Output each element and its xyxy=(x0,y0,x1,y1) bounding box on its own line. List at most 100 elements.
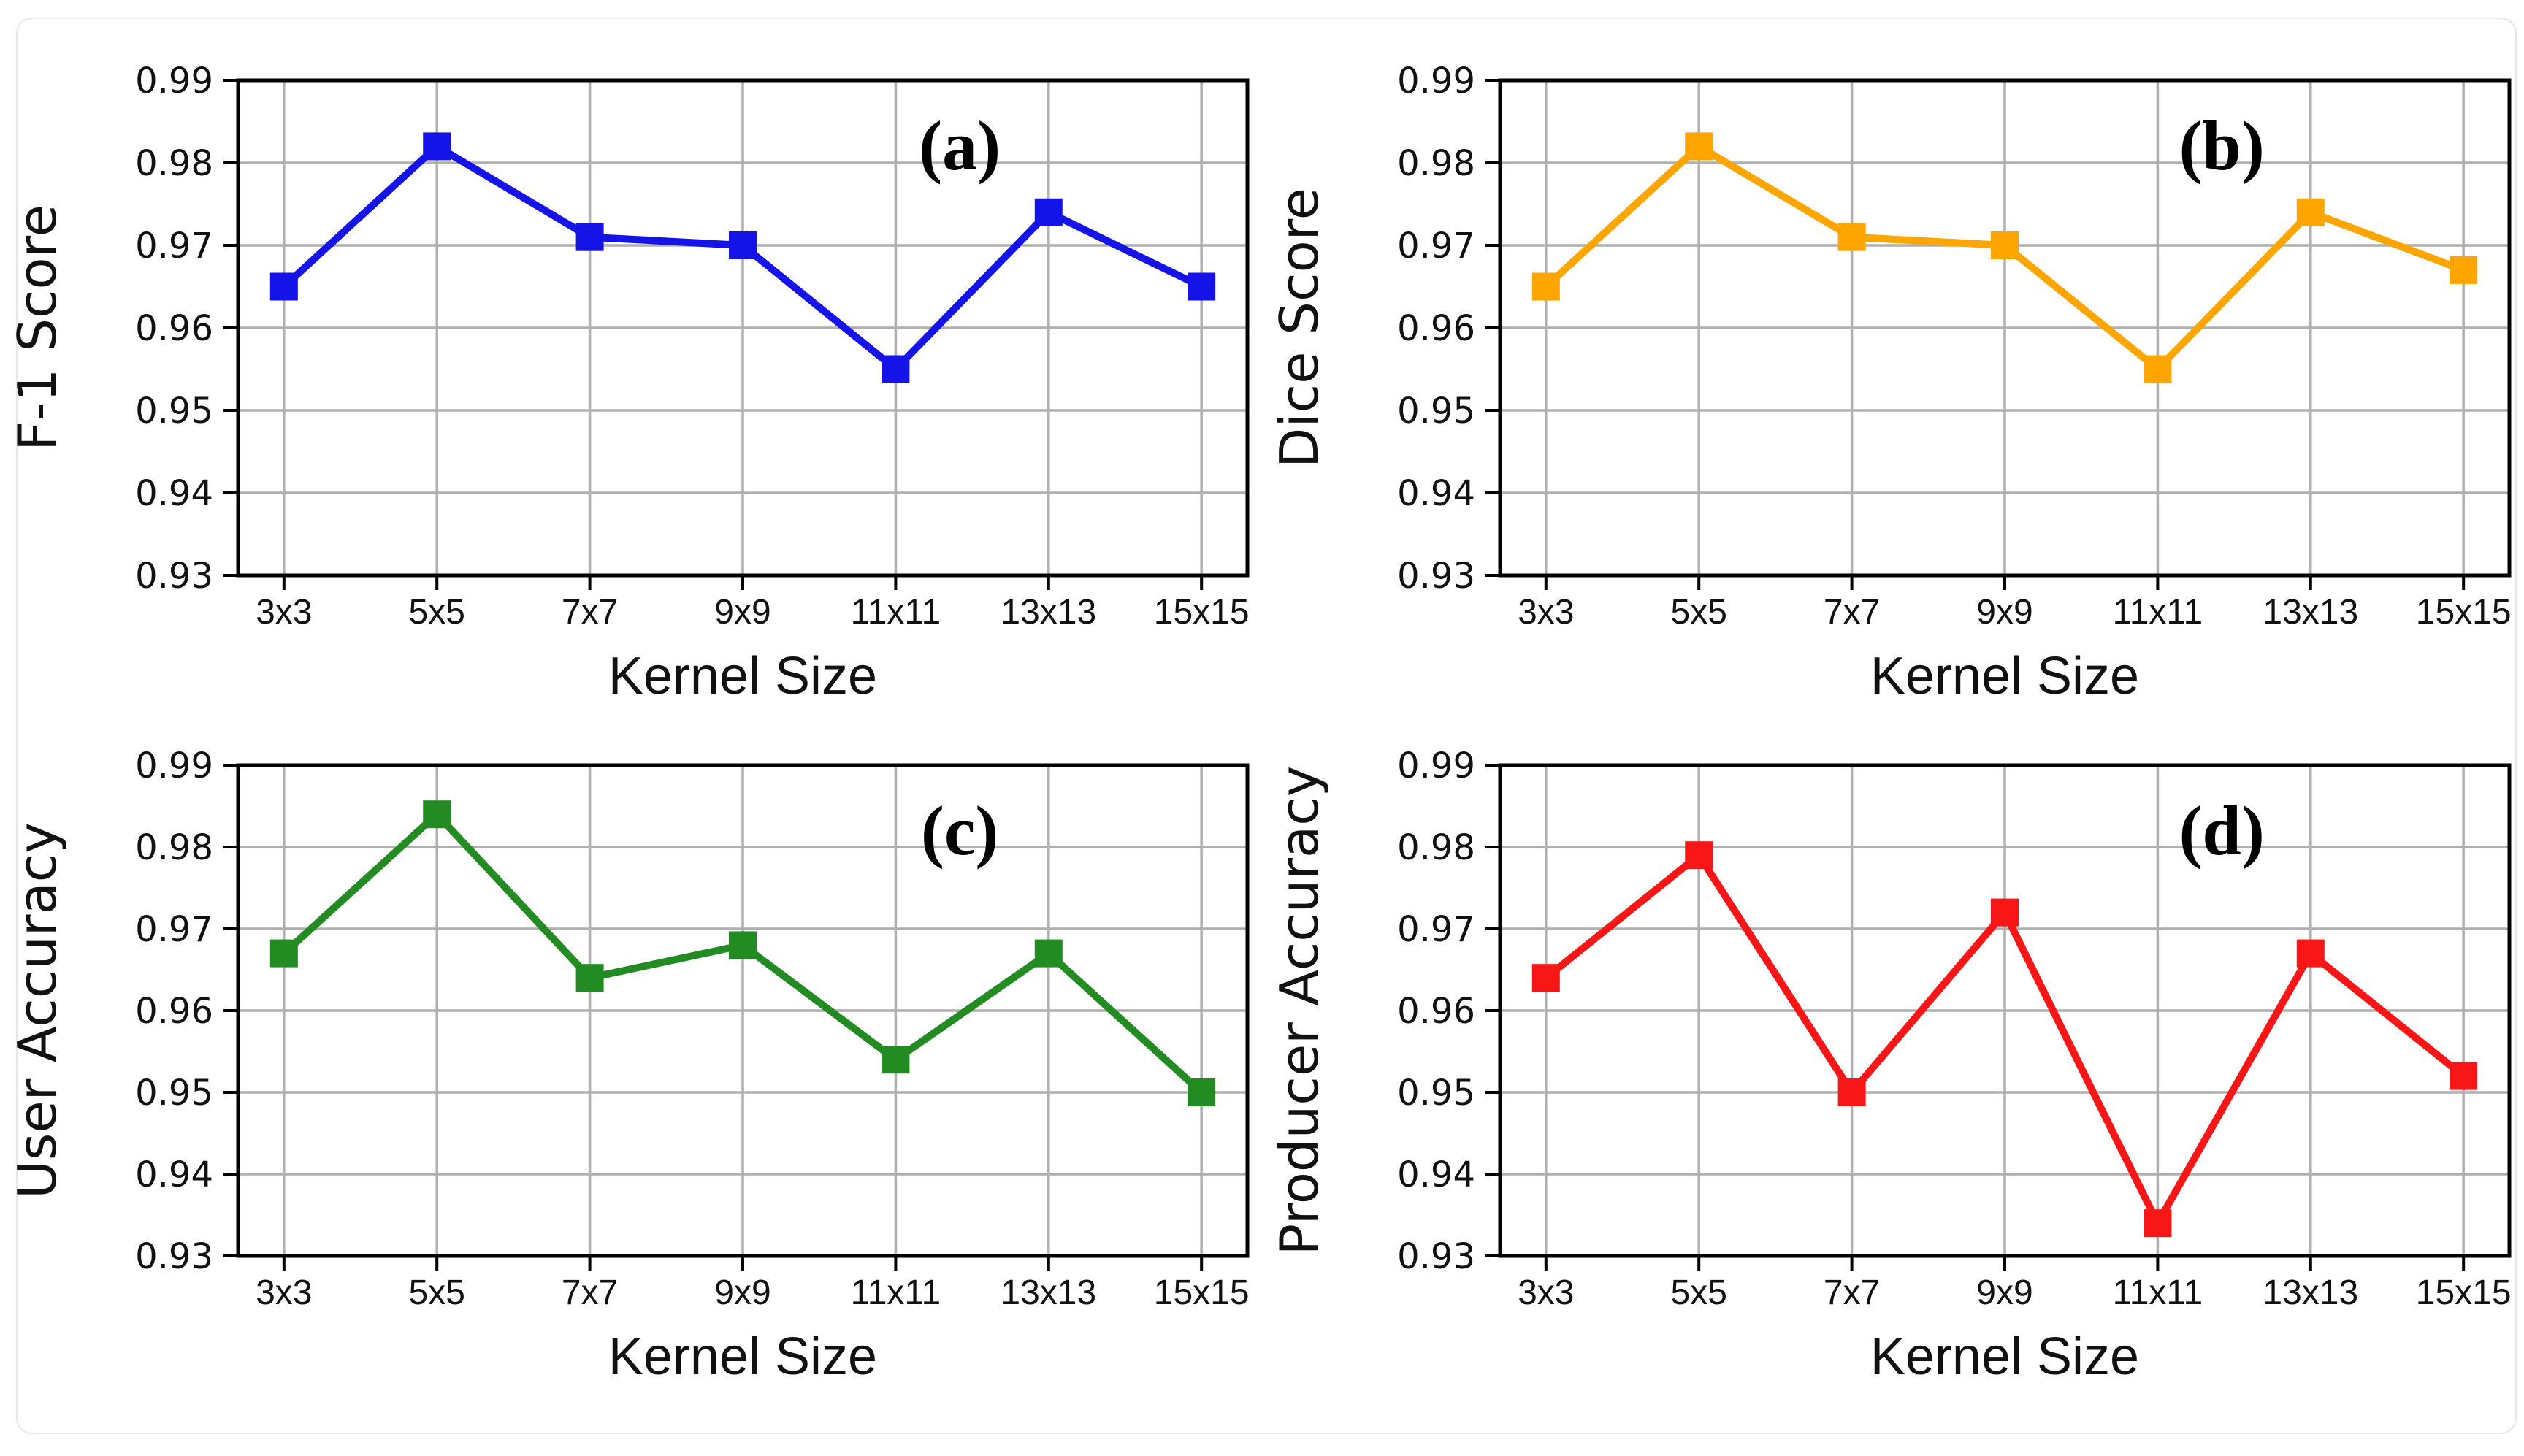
data-point-3x3 xyxy=(1531,964,1560,992)
gridlines xyxy=(1500,764,2509,1257)
data-point-5x5 xyxy=(1685,841,1713,870)
data-point-3x3 xyxy=(269,272,298,301)
data-point-7x7 xyxy=(575,964,604,992)
x-tick-label: 13x13 xyxy=(1001,1273,1096,1312)
chart-panel-d: 0.99 0.98 0.97 0.96 0.95 0.94 0.93 3x3 5x5 7x7 9x9… xyxy=(1262,728,2524,1456)
y-tick-label: 0.94 xyxy=(135,1154,213,1195)
data-point-11x11 xyxy=(882,1046,910,1074)
data-point-7x7 xyxy=(1837,1078,1866,1106)
y-tick-label: 0.97 xyxy=(135,226,213,267)
x-tick-label: 11x11 xyxy=(851,1273,941,1312)
x-tick-label: 15x15 xyxy=(1154,1273,1250,1312)
y-tick-label: 0.99 xyxy=(1397,61,1475,101)
y-tick-label: 0.95 xyxy=(135,1073,213,1114)
y-tick-label: 0.95 xyxy=(135,391,213,432)
x-tick-label: 5x5 xyxy=(409,593,465,632)
y-tick-label: 0.93 xyxy=(135,556,213,597)
x-tick-label: 13x13 xyxy=(2263,1273,2358,1312)
y-tick-label: 0.94 xyxy=(135,473,213,514)
gridlines xyxy=(238,79,1247,577)
x-tick-label: 9x9 xyxy=(1976,593,2032,632)
y-axis: 0.99 0.98 0.97 0.96 0.95 0.94 0.93 xyxy=(1397,746,1500,1277)
y-tick-label: 0.99 xyxy=(135,61,213,101)
chart-panel-a: 0.99 0.98 0.97 0.96 0.95 0.94 0.93 3x3 5x5 7x7 9x9… xyxy=(0,0,1262,728)
x-axis: 3x3 5x5 7x7 9x9 11x11 13x13 15x15 xyxy=(1518,1256,2512,1312)
y-axis: 0.99 0.98 0.97 0.96 0.95 0.94 0.93 xyxy=(135,61,238,597)
y-tick-label: 0.98 xyxy=(1397,827,1475,868)
x-axis: 3x3 5x5 7x7 9x9 11x11 13x13 15x15 xyxy=(1518,575,2512,632)
x-tick-label: 3x3 xyxy=(1518,593,1574,632)
x-tick-label: 3x3 xyxy=(256,593,312,632)
x-axis-title: Kernel Size xyxy=(608,647,877,705)
data-point-11x11 xyxy=(2144,355,2172,383)
data-markers xyxy=(1531,841,2478,1238)
y-axis: 0.99 0.98 0.97 0.96 0.95 0.94 0.93 xyxy=(1397,61,1500,597)
y-tick-label: 0.97 xyxy=(1397,909,1475,950)
x-tick-label: 7x7 xyxy=(1824,1273,1880,1312)
x-tick-label: 15x15 xyxy=(1154,593,1250,632)
y-tick-label: 0.96 xyxy=(135,308,213,349)
x-axis: 3x3 5x5 7x7 9x9 11x11 13x13 15x15 xyxy=(256,575,1250,632)
x-axis-title: Kernel Size xyxy=(608,1327,877,1386)
chart-panel-b: 0.99 0.98 0.97 0.96 0.95 0.94 0.93 3x3 5x5 7x7 9x9… xyxy=(1262,0,2524,728)
panel-label: (d) xyxy=(2179,792,2264,870)
data-point-13x13 xyxy=(2296,939,2325,968)
plot-border xyxy=(236,78,1250,578)
data-point-11x11 xyxy=(882,355,910,383)
data-point-9x9 xyxy=(729,931,757,959)
x-tick-label: 11x11 xyxy=(851,593,941,632)
data-point-15x15 xyxy=(1188,272,1216,301)
data-point-3x3 xyxy=(269,939,298,968)
data-markers xyxy=(269,800,1216,1106)
data-point-13x13 xyxy=(2296,198,2325,226)
data-markers xyxy=(269,132,1216,383)
x-tick-label: 15x15 xyxy=(2416,593,2512,632)
data-point-13x13 xyxy=(1034,198,1063,226)
line-chart-c: 0.99 0.98 0.97 0.96 0.95 0.94 0.93 3x3 5x5 7x7 9x9… xyxy=(7,746,1250,1386)
x-axis: 3x3 5x5 7x7 9x9 11x11 13x13 15x15 xyxy=(256,1256,1250,1312)
data-point-15x15 xyxy=(2450,256,2478,284)
x-tick-label: 11x11 xyxy=(2113,1273,2203,1312)
y-tick-label: 0.94 xyxy=(1397,1154,1475,1195)
data-point-5x5 xyxy=(423,800,451,829)
data-point-11x11 xyxy=(2144,1209,2172,1238)
data-point-9x9 xyxy=(1991,898,2019,927)
data-point-7x7 xyxy=(575,223,604,251)
plot-border xyxy=(1498,763,2512,1258)
x-tick-label: 13x13 xyxy=(2263,593,2358,632)
data-point-3x3 xyxy=(1531,272,1560,301)
y-axis-title: Dice Score xyxy=(1269,188,1330,468)
panel-label: (a) xyxy=(919,107,1001,185)
line-chart-a: 0.99 0.98 0.97 0.96 0.95 0.94 0.93 3x3 5x5 7x7 9x9… xyxy=(7,61,1250,705)
data-point-7x7 xyxy=(1837,223,1866,251)
line-chart-b: 0.99 0.98 0.97 0.96 0.95 0.94 0.93 3x3 5x5 7x7 9x9… xyxy=(1269,61,2512,705)
x-tick-label: 3x3 xyxy=(256,1273,312,1312)
y-tick-label: 0.96 xyxy=(1397,991,1475,1032)
y-tick-label: 0.97 xyxy=(1397,226,1475,267)
panel-label: (b) xyxy=(2179,107,2264,185)
x-tick-label: 5x5 xyxy=(1671,1273,1727,1312)
data-point-15x15 xyxy=(1188,1078,1216,1106)
y-tick-label: 0.99 xyxy=(1397,746,1475,786)
y-tick-label: 0.98 xyxy=(135,143,213,184)
y-axis: 0.99 0.98 0.97 0.96 0.95 0.94 0.93 xyxy=(135,746,238,1277)
y-axis-title: User Accuracy xyxy=(7,822,68,1199)
x-tick-label: 5x5 xyxy=(1671,593,1727,632)
plot-border xyxy=(236,763,1250,1258)
y-tick-label: 0.93 xyxy=(135,1236,213,1277)
x-tick-label: 9x9 xyxy=(714,593,770,632)
gridlines xyxy=(1500,79,2509,577)
data-point-15x15 xyxy=(2450,1062,2478,1090)
x-axis-title: Kernel Size xyxy=(1870,1327,2139,1386)
y-tick-label: 0.93 xyxy=(1397,1236,1475,1277)
x-axis-title: Kernel Size xyxy=(1870,647,2139,705)
line-chart-d: 0.99 0.98 0.97 0.96 0.95 0.94 0.93 3x3 5x5 7x7 9x9… xyxy=(1269,746,2512,1386)
data-point-13x13 xyxy=(1034,939,1063,968)
x-tick-label: 9x9 xyxy=(714,1273,770,1312)
plot-border xyxy=(1498,78,2512,578)
chart-panel-c: 0.99 0.98 0.97 0.96 0.95 0.94 0.93 3x3 5x5 7x7 9x9… xyxy=(0,728,1262,1456)
y-tick-label: 0.93 xyxy=(1397,556,1475,597)
x-tick-label: 5x5 xyxy=(409,1273,465,1312)
y-tick-label: 0.98 xyxy=(1397,143,1475,184)
